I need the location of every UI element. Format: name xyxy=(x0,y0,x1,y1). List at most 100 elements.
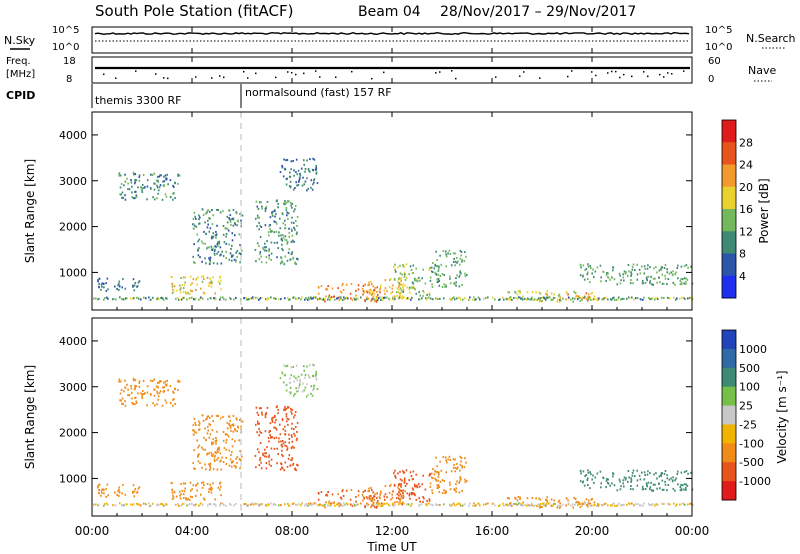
power-echo xyxy=(306,159,308,162)
velocity-echo xyxy=(581,502,584,505)
velocity-echo xyxy=(250,503,252,506)
velocity-echo xyxy=(265,452,267,455)
power-echo xyxy=(630,279,632,281)
power-echo xyxy=(409,265,412,268)
velocity-echo xyxy=(212,441,215,444)
velocity-echo xyxy=(643,502,645,505)
velocity-echo xyxy=(130,387,133,390)
velocity-echo xyxy=(293,380,295,383)
power-echo xyxy=(216,243,219,246)
velocity-echo xyxy=(664,470,667,472)
velocity-echo xyxy=(287,457,290,460)
velocity-echo xyxy=(538,503,540,506)
power-echo xyxy=(98,283,100,285)
velocity-echo xyxy=(215,439,218,442)
velocity-echo xyxy=(351,504,354,507)
power-echo xyxy=(575,294,578,297)
power-echo xyxy=(230,247,232,250)
velocity-echo xyxy=(593,481,595,484)
power-echo xyxy=(265,249,268,252)
velocity-echo xyxy=(367,503,370,506)
power-echo xyxy=(204,242,206,245)
velocity-echo xyxy=(410,491,413,494)
velocity-echo xyxy=(381,502,383,505)
power-echo xyxy=(654,298,656,301)
velocity-echo xyxy=(207,429,209,432)
power-echo xyxy=(271,230,273,233)
power-echo xyxy=(526,298,528,301)
velocity-echo xyxy=(265,411,268,414)
power-echo xyxy=(430,266,433,269)
power-echo xyxy=(394,297,396,300)
velocity-echo xyxy=(612,503,614,506)
velocity-echo xyxy=(441,479,444,482)
power-colorbar-tick: 8 xyxy=(739,248,746,261)
power-echo xyxy=(206,246,209,249)
velocity-echo xyxy=(216,449,219,452)
velocity-echo xyxy=(680,487,683,490)
velocity-echo xyxy=(658,475,661,478)
velocity-echo xyxy=(199,422,201,425)
velocity-echo xyxy=(685,488,687,491)
velocity-echo xyxy=(667,502,669,505)
velocity-echo xyxy=(574,503,576,506)
velocity-echo xyxy=(342,495,345,497)
power-echo xyxy=(393,278,396,281)
power-echo xyxy=(542,296,544,299)
power-echo xyxy=(469,296,471,299)
velocity-colorbar-swatch xyxy=(722,424,736,444)
power-echo xyxy=(228,243,231,246)
power-echo xyxy=(570,298,572,301)
velocity-echo xyxy=(386,502,388,505)
power-echo xyxy=(330,298,332,301)
power-echo xyxy=(611,276,613,279)
velocity-echo xyxy=(431,492,434,495)
power-echo xyxy=(93,297,95,300)
power-echo xyxy=(418,298,420,301)
power-echo xyxy=(598,297,600,300)
velocity-echo xyxy=(689,502,691,505)
power-echo xyxy=(683,277,686,280)
velocity-echo xyxy=(400,490,403,492)
power-echo xyxy=(151,174,154,176)
velocity-echo xyxy=(673,502,675,505)
power-echo xyxy=(459,270,462,273)
velocity-echo xyxy=(683,483,686,486)
power-echo xyxy=(630,271,632,274)
power-echo xyxy=(422,294,424,297)
power-echo xyxy=(522,295,524,298)
velocity-echo xyxy=(669,503,671,506)
power-echo xyxy=(357,288,360,291)
velocity-echo xyxy=(386,496,388,499)
nave-tick-top: 60 xyxy=(708,56,721,67)
nave-trace xyxy=(103,70,685,80)
power-echo xyxy=(290,204,292,207)
velocity-echo xyxy=(287,423,289,426)
velocity-echo xyxy=(381,505,383,507)
velocity-echo xyxy=(274,414,276,417)
nave-point xyxy=(243,70,245,73)
velocity-echo xyxy=(260,407,262,410)
velocity-echo xyxy=(112,504,114,507)
velocity-echo xyxy=(239,450,241,452)
velocity-echo xyxy=(402,494,404,497)
velocity-echo xyxy=(514,497,517,500)
velocity-echo xyxy=(647,470,649,473)
velocity-echo xyxy=(574,498,577,500)
velocity-echo xyxy=(631,471,634,474)
power-echo xyxy=(577,298,579,301)
power-echo xyxy=(356,297,358,300)
velocity-echo xyxy=(400,502,402,505)
power-colorbar-tick: 4 xyxy=(739,270,746,283)
power-echo xyxy=(392,284,394,287)
power-echo xyxy=(511,298,513,301)
velocity-echo xyxy=(409,497,411,500)
power-echo xyxy=(328,294,331,297)
y-tick-label: 2000 xyxy=(59,221,87,234)
velocity-echo xyxy=(408,492,411,495)
power-echo xyxy=(255,217,257,220)
power-echo xyxy=(255,260,257,263)
power-echo xyxy=(295,181,297,184)
velocity-echo xyxy=(418,504,420,507)
velocity-echo xyxy=(683,488,685,491)
